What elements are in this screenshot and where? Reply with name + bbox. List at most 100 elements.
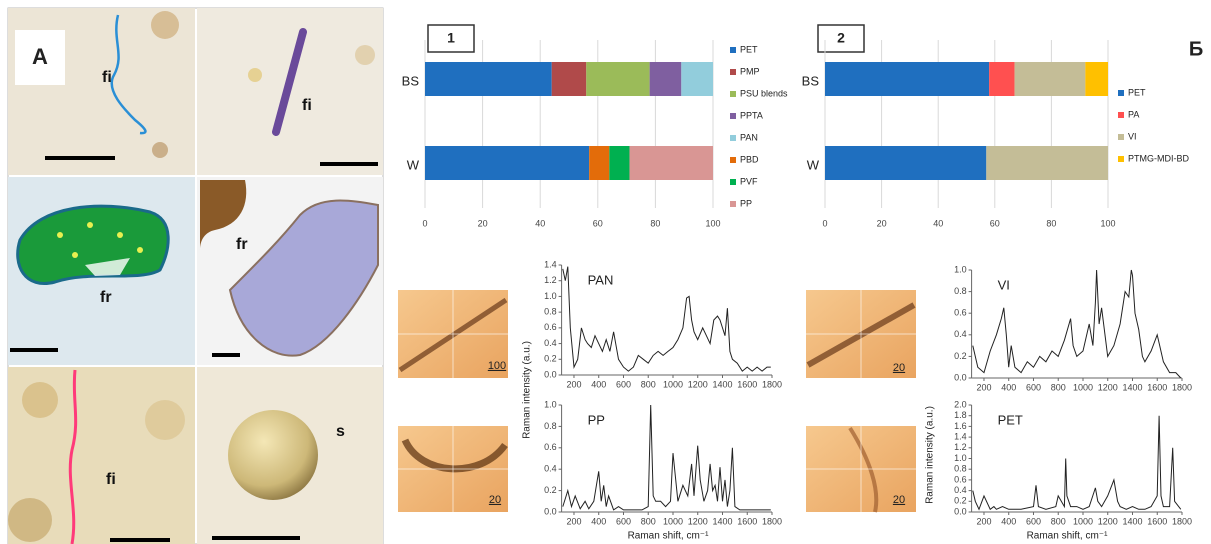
bar-segment [609,146,629,180]
bar-segment [825,146,986,180]
x-tick-label: 1200 [688,379,708,389]
dot [137,247,143,253]
scale-label: 20 [893,494,905,506]
x-tick-label: 20 [877,218,887,228]
photo-label: fi [102,69,112,86]
x-tick-label: 600 [1026,382,1041,392]
chart-title: PAN [588,272,614,287]
x-tick-label: 200 [566,516,581,526]
y-tick-label: 1.2 [544,275,557,285]
x-tick-label: 20 [478,218,488,228]
x-tick-label: 1400 [712,379,732,389]
y-tick-label: 0.0 [954,506,967,516]
y-tick-label: 0.6 [954,308,967,318]
y-tick-label: 0.0 [544,369,557,379]
bar-segment [1015,62,1086,96]
y-tick-label: 2.0 [954,399,967,409]
y-tick-label: 1.4 [544,259,557,269]
x-tick-label: 1200 [1098,516,1118,526]
photo-label: fi [302,97,312,114]
chart-title: VI [998,277,1010,292]
y-tick-label: 1.0 [954,264,967,274]
x-tick-label: 1000 [1073,516,1093,526]
category-label: W [807,157,820,172]
y-tick-label: 1.0 [544,291,557,301]
dot [57,232,63,238]
sphere [228,410,318,500]
x-tick-label: 1800 [762,379,782,389]
x-tick-label: 200 [976,516,991,526]
x-tick-label: 1600 [737,516,757,526]
y-tick-label: 1.0 [954,453,967,463]
figure: А fi fi fr fr fi s Б [0,0,1211,544]
y-tick-label: 0.8 [544,421,557,431]
y-tick-label: 1.2 [954,442,967,452]
x-tick-label: 600 [616,516,631,526]
particle [145,400,185,440]
legend-swatch [1118,156,1124,162]
x-tick-label: 800 [1051,516,1066,526]
legend-swatch [730,135,736,141]
legend-swatch [730,201,736,207]
legend-label: PAN [740,132,758,142]
y-tick-label: 1.0 [544,399,557,409]
x-tick-label: 1000 [663,516,683,526]
y-tick-label: 0.4 [954,329,967,339]
bar-segment [425,146,589,180]
x-tick-label: 60 [593,218,603,228]
dot [87,222,93,228]
y-tick-label: 0.2 [954,496,967,506]
bar-segment [650,62,682,96]
legend-swatch [1118,90,1124,96]
x-tick-label: 80 [650,218,660,228]
legend-label: PP [740,198,752,208]
chart-title: 2 [837,30,845,46]
legend-swatch [1118,134,1124,140]
x-tick-label: 100 [705,218,720,228]
legend-label: PMP [740,66,760,76]
x-tick-label: 600 [1026,516,1041,526]
y-tick-label: 0.8 [954,286,967,296]
scale-label: 100 [488,360,506,372]
particle [151,11,179,39]
dot [72,252,78,258]
legend-label: PSU blends [740,88,788,98]
x-tick-label: 800 [641,379,656,389]
bar-segment [986,146,1108,180]
y-tick-label: 0.2 [544,354,557,364]
legend-swatch [730,113,736,119]
bar-segment [586,62,649,96]
y-tick-label: 0.8 [954,464,967,474]
x-tick-label: 1600 [1147,516,1167,526]
x-tick-label: 1200 [1098,382,1118,392]
bar-segment [425,62,552,96]
micrographs: 100 20 20 20 [398,290,916,512]
chart-title: PET [998,412,1023,427]
x-tick-label: 0 [822,218,827,228]
x-tick-label: 1600 [737,379,757,389]
x-tick-label: 200 [566,379,581,389]
photo-label: fr [100,289,112,306]
particle [22,382,58,418]
x-tick-label: 1400 [712,516,732,526]
chart-title: 1 [447,30,455,46]
page: А fi fi fr fr fi s Б [0,0,1211,544]
legend-swatch [1118,112,1124,118]
x-tick-label: 600 [616,379,631,389]
y-tick-label: 0.4 [954,485,967,495]
particle [152,142,168,158]
x-tick-label: 60 [990,218,1000,228]
bar-segment [589,146,609,180]
x-tick-label: 400 [591,379,606,389]
x-tick-label: 1600 [1147,382,1167,392]
category-label: BS [402,73,420,88]
y-tick-label: 0.6 [544,442,557,452]
bar-segment [1085,62,1108,96]
legend-swatch [730,179,736,185]
x-tick-label: 200 [976,382,991,392]
x-tick-label: 1800 [1172,516,1192,526]
x-tick-label: 400 [1001,516,1016,526]
legend-label: PTMG-MDI-BD [1128,153,1189,163]
bar-segment [825,62,989,96]
legend-label: PA [1128,109,1139,119]
